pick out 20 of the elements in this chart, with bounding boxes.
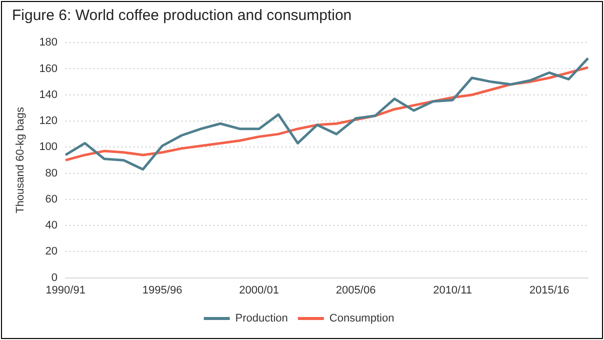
y-tick-label: 80 — [45, 167, 58, 180]
y-tick-label: 160 — [39, 62, 58, 75]
x-tick-label: 1990/91 — [46, 284, 86, 296]
x-tick-label: 2015/16 — [529, 284, 570, 296]
y-axis-title: Thousand 60-kg bags — [14, 106, 27, 214]
y-tick-label: 120 — [39, 115, 58, 128]
y-tick-label: 100 — [39, 141, 58, 154]
x-tick-label: 2010/11 — [433, 284, 472, 296]
y-tick-label: 40 — [45, 220, 58, 232]
y-tick-label: 20 — [45, 246, 58, 258]
x-tick-label: 2005/06 — [336, 284, 376, 296]
y-tick-label: 140 — [39, 88, 58, 101]
legend-label: Consumption — [329, 312, 394, 325]
x-tick-label: 1995/96 — [142, 284, 182, 296]
y-tick-label: 180 — [39, 36, 58, 49]
legend-label: Production — [235, 312, 288, 325]
chart-title: Figure 6: World coffee production and consumption — [12, 7, 352, 24]
y-tick-label: 0 — [51, 272, 58, 284]
y-tick-label: 60 — [45, 193, 58, 206]
x-tick-label: 2000/01 — [239, 284, 279, 296]
